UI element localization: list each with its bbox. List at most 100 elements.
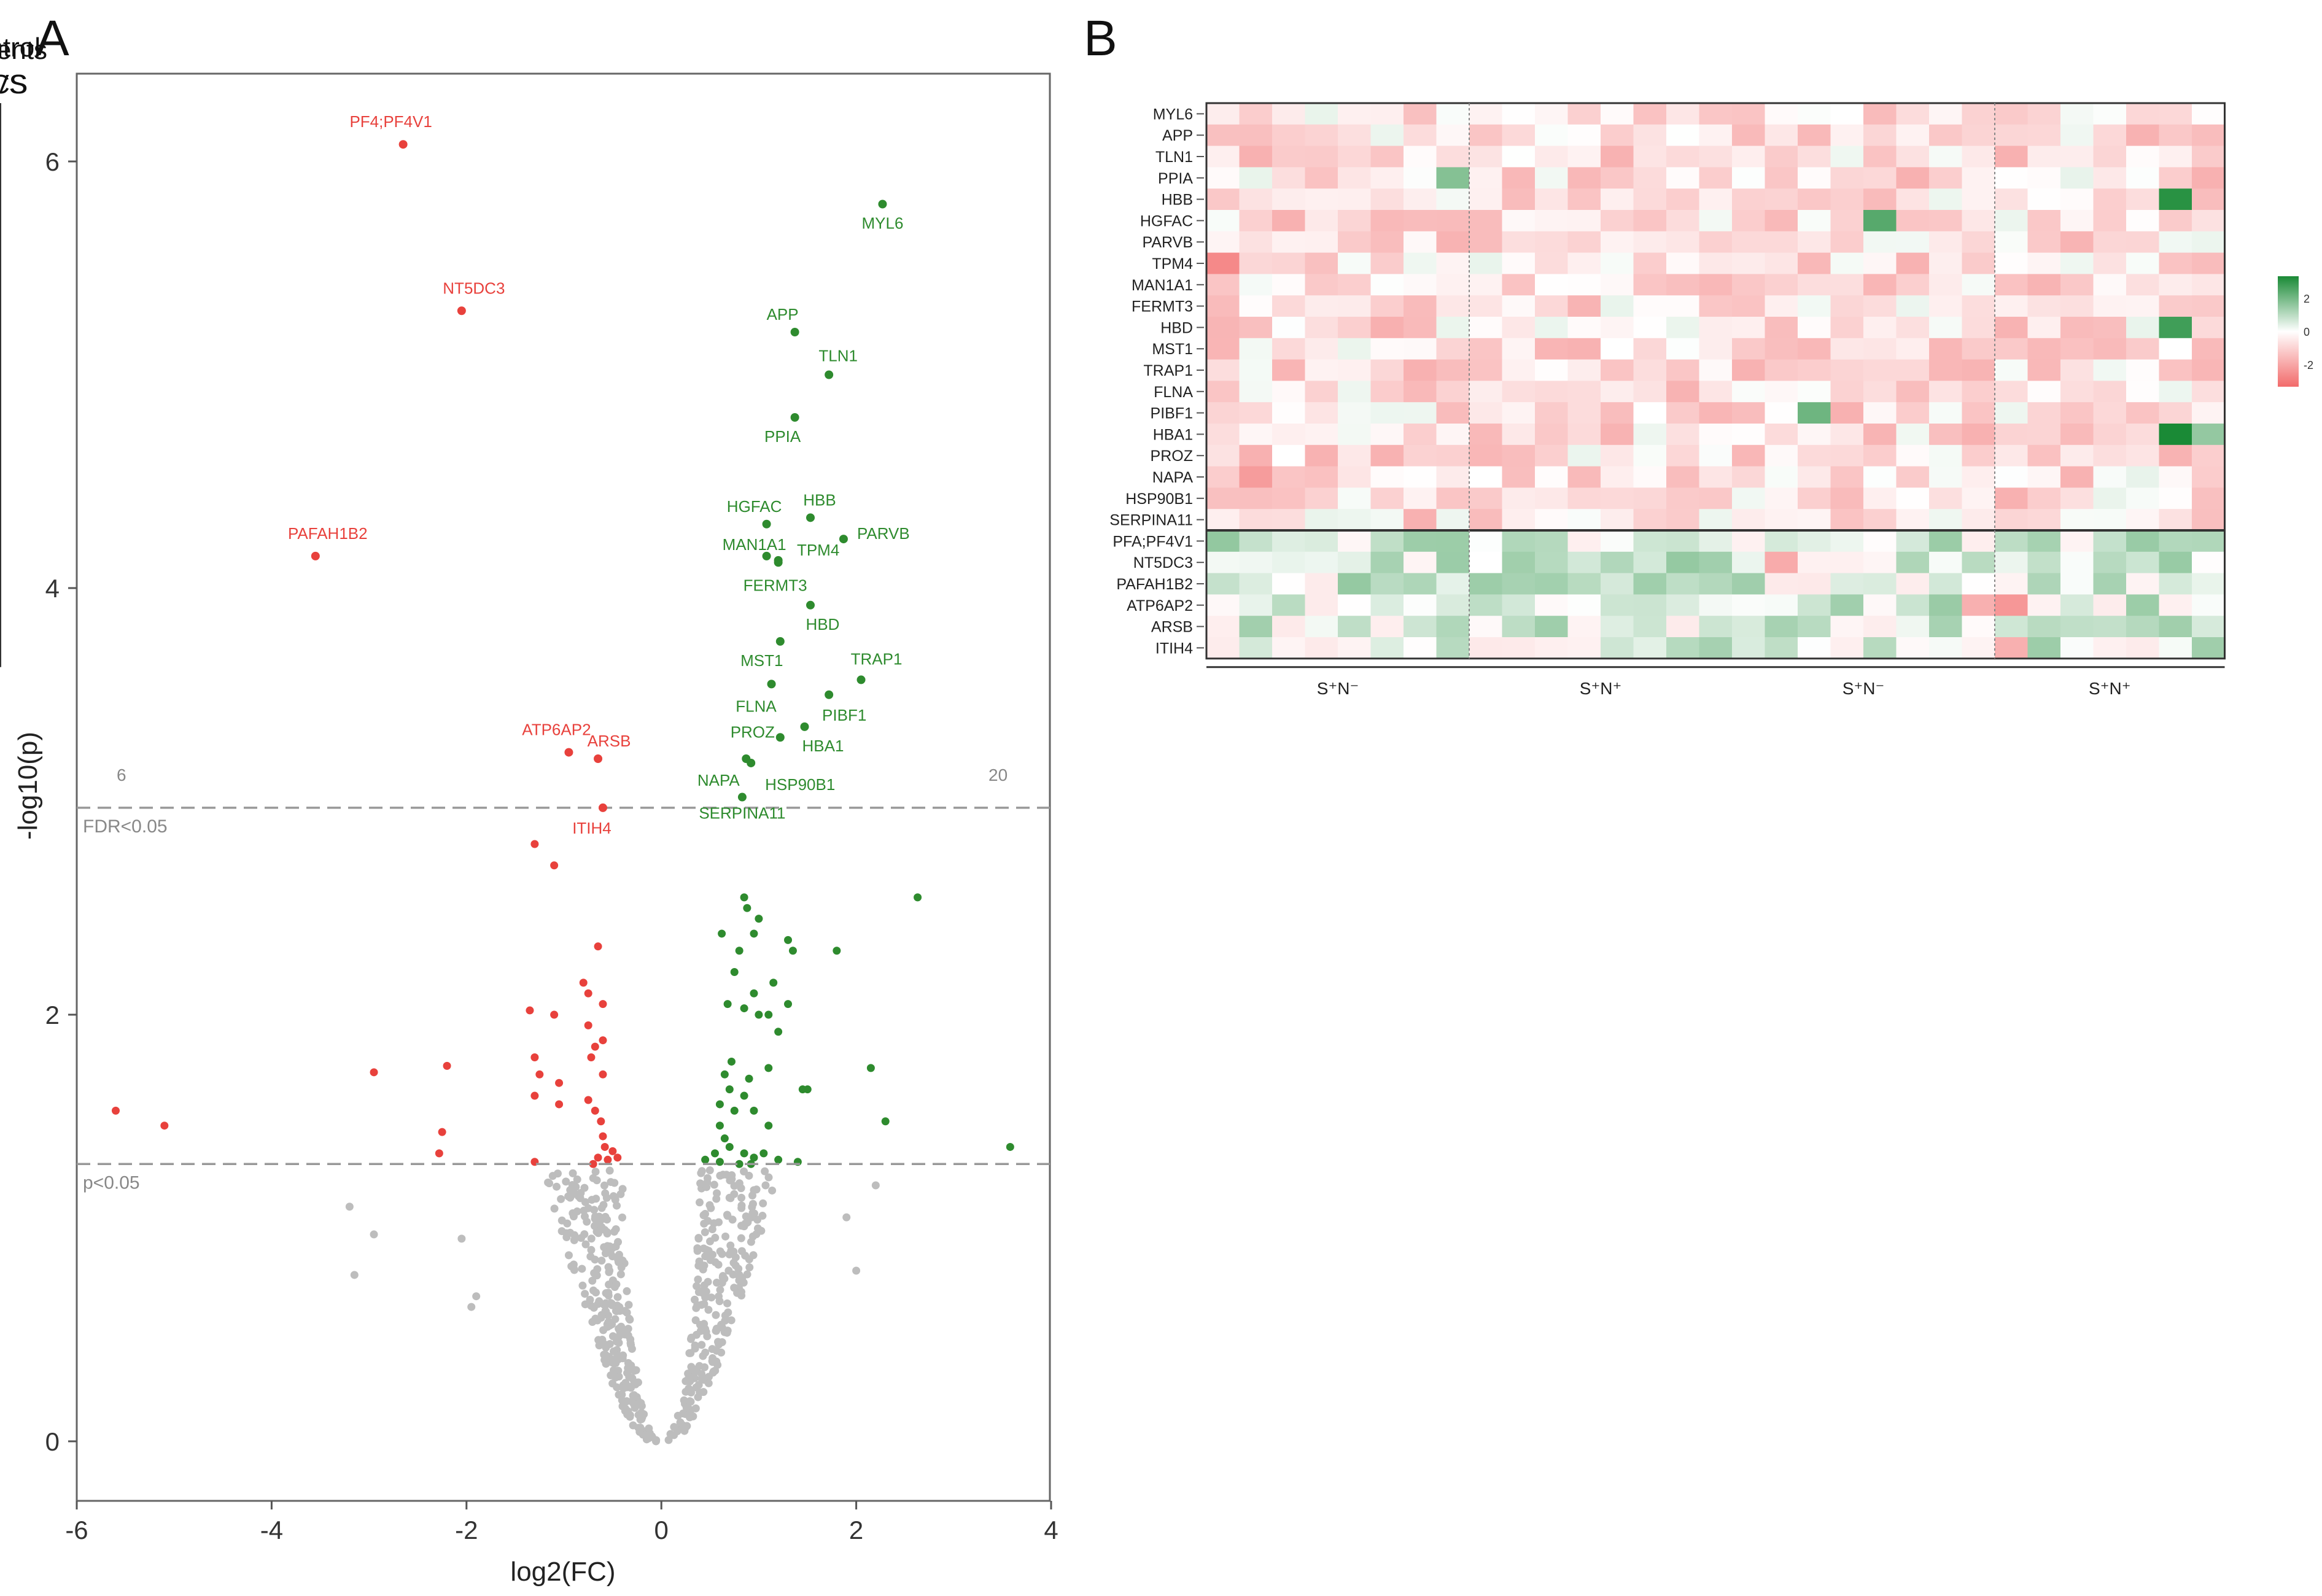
heatmap-cell <box>1962 637 1995 659</box>
heatmap-cell <box>1666 317 1699 339</box>
data-point-ns <box>599 1326 608 1335</box>
heatmap-cell <box>1305 274 1338 296</box>
heatmap-cell <box>2027 551 2061 574</box>
heatmap-cell <box>1601 530 1634 552</box>
heatmap-cell <box>1404 616 1437 638</box>
data-point-ns <box>699 1244 708 1253</box>
heatmap-cell <box>1666 487 1699 509</box>
data-point-ns <box>610 1347 618 1355</box>
data-point-ns <box>611 1315 619 1323</box>
heatmap-cell <box>1272 466 1305 488</box>
heatmap-cell <box>1469 530 1502 552</box>
data-point-ns <box>613 1293 622 1301</box>
heatmap-cell <box>2159 466 2192 488</box>
data-point-down <box>591 1106 599 1115</box>
row-label: HBD <box>1160 319 1193 336</box>
heatmap-cell <box>1929 231 1962 254</box>
heatmap-cell <box>1502 188 1536 211</box>
data-point-ns <box>586 1295 594 1304</box>
data-point-ns <box>691 1295 699 1304</box>
heatmap-cell <box>2192 231 2225 254</box>
heatmap-cell <box>1929 295 1962 317</box>
heatmap-cell <box>2060 359 2094 381</box>
heatmap-cell <box>1863 274 1897 296</box>
data-point-ns <box>603 1215 612 1224</box>
data-point-labeled <box>800 722 809 731</box>
heatmap-cell <box>1732 616 1765 638</box>
heatmap-cell <box>1863 231 1897 254</box>
heatmap-cell <box>1633 359 1667 381</box>
heatmap-cell <box>2060 124 2094 147</box>
heatmap-cell <box>1305 573 1338 595</box>
heatmap-cell <box>1206 103 1240 125</box>
data-point-down <box>584 1096 592 1104</box>
data-point-ns <box>718 1250 726 1258</box>
data-point-ns <box>699 1388 708 1396</box>
data-point-ns <box>605 1321 614 1330</box>
data-point-ns <box>743 1218 751 1227</box>
data-point-ns <box>697 1167 706 1176</box>
data-point-ns <box>609 1192 618 1201</box>
heatmap-cell <box>1404 274 1437 296</box>
heatmap-cell <box>1962 252 1995 274</box>
heatmap-cell <box>2093 424 2127 446</box>
heatmap-cell <box>1798 509 1831 531</box>
data-point-labeled <box>398 140 408 149</box>
data-point-ns <box>713 1189 721 1198</box>
data-point-up <box>740 1149 748 1158</box>
data-point-ns <box>696 1179 705 1188</box>
heatmap-cell <box>2192 616 2225 638</box>
heatmap-cell <box>1929 103 1962 125</box>
heatmap-cell <box>1962 616 1995 638</box>
heatmap-cell <box>1896 210 1930 232</box>
heatmap-cell <box>1699 487 1733 509</box>
heatmap-cell <box>1699 444 1733 467</box>
data-point-ns <box>583 1217 591 1226</box>
heatmap-cell <box>1732 338 1765 360</box>
heatmap-cell <box>1896 594 1930 616</box>
data-point-ns <box>616 1270 625 1279</box>
heatmap-cell <box>1863 466 1897 488</box>
heatmap-cell <box>1601 231 1634 254</box>
heatmap-cell <box>1370 295 1404 317</box>
data-point-up <box>720 1070 729 1079</box>
row-label: TLN1 <box>1155 149 1193 166</box>
heatmap-cell <box>2192 466 2225 488</box>
heatmap-cell <box>1830 274 1864 296</box>
heatmap-cell <box>1863 210 1897 232</box>
heatmap-cell <box>1732 573 1765 595</box>
data-point-up <box>745 1074 753 1083</box>
heatmap-cell <box>2159 295 2192 317</box>
row-label: HGFAC <box>1140 212 1193 230</box>
heatmap-cell <box>1239 252 1273 274</box>
data-point-ns <box>616 1190 625 1198</box>
heatmap-cell <box>2060 616 2094 638</box>
heatmap-cell <box>1732 530 1765 552</box>
heatmap-cell <box>1305 424 1338 446</box>
data-point-ns <box>694 1275 702 1284</box>
heatmap-cell <box>1929 359 1962 381</box>
data-point-ns <box>715 1218 723 1226</box>
heatmap-cell <box>1633 424 1667 446</box>
heatmap-cell <box>1272 616 1305 638</box>
heatmap-cell <box>1404 145 1437 168</box>
data-point-labeled <box>806 600 815 610</box>
heatmap-cell <box>2126 210 2159 232</box>
heatmap-cell <box>1798 359 1831 381</box>
heatmap-cell <box>1896 359 1930 381</box>
heatmap-cell <box>1798 551 1831 574</box>
heatmap-cell <box>1239 509 1273 531</box>
heatmap-cell <box>1633 444 1667 467</box>
data-point-ns <box>842 1213 851 1222</box>
heatmap-cell <box>2027 530 2061 552</box>
heatmap-cell <box>2192 444 2225 467</box>
heatmap-cell <box>1666 231 1699 254</box>
heatmap-cell <box>1962 551 1995 574</box>
gene-label: PPIA <box>764 427 801 446</box>
heatmap-cell <box>1404 530 1437 552</box>
data-point-ns <box>752 1185 761 1194</box>
heatmap-cell <box>1732 295 1765 317</box>
heatmap-cell <box>1798 145 1831 168</box>
data-point-ns <box>748 1209 757 1217</box>
data-point-down <box>599 1132 607 1141</box>
